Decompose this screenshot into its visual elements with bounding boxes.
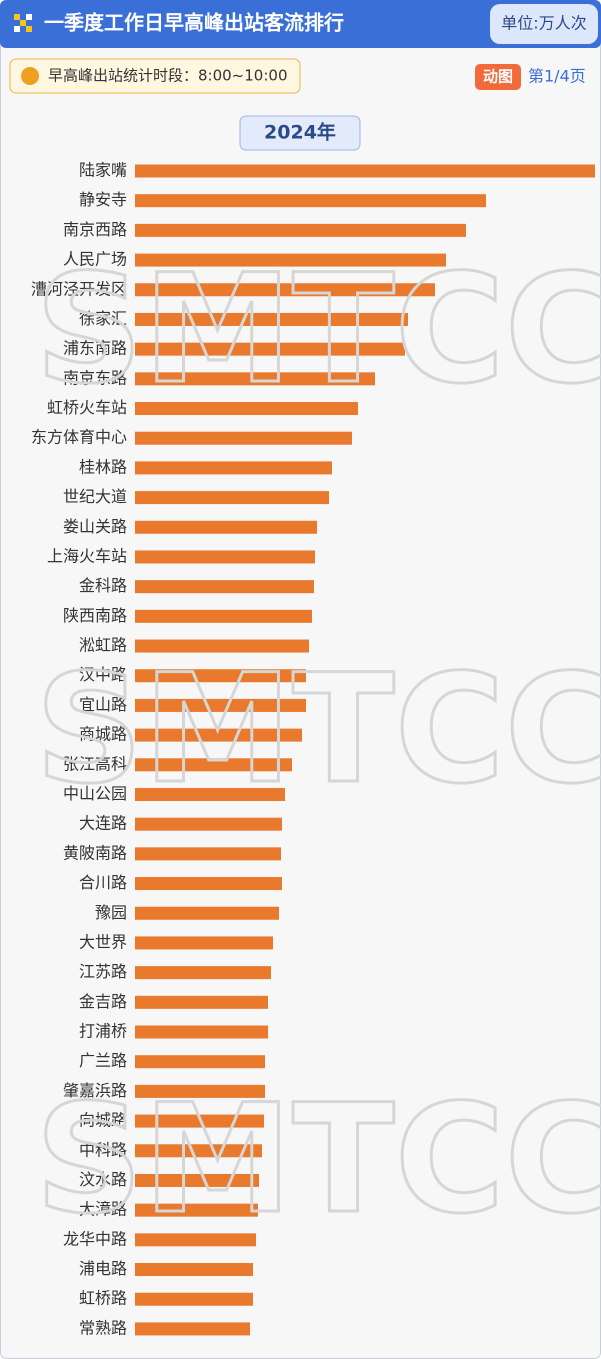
- category-label: 广兰路: [79, 1051, 127, 1070]
- category-label: 肇嘉浜路: [63, 1081, 127, 1100]
- bar: [135, 847, 281, 861]
- watermark: SMTCC: [35, 643, 601, 817]
- bar: [135, 936, 273, 950]
- category-label: 上海火车站: [47, 546, 127, 565]
- bar: [135, 1203, 258, 1217]
- category-label: 东方体育中心: [31, 428, 127, 447]
- subtitle-box: [9, 58, 301, 94]
- bar: [135, 1173, 259, 1187]
- bar: [135, 312, 408, 326]
- category-label: 娄山关路: [63, 517, 127, 536]
- category-label: 陆家嘴: [79, 161, 127, 180]
- bar: [135, 1322, 250, 1336]
- category-label: 虹桥火车站: [47, 398, 127, 417]
- link-icon: [21, 67, 39, 85]
- category-label: 人民广场: [63, 250, 127, 269]
- category-label: 南京西路: [63, 220, 127, 239]
- category-label: 大世界: [79, 932, 127, 951]
- bar: [135, 580, 314, 594]
- bar: [135, 1114, 264, 1128]
- bar: [135, 1233, 256, 1247]
- bar: [135, 431, 352, 445]
- bar: [135, 253, 446, 267]
- badge-box: [475, 64, 521, 90]
- category-label: 向城路: [79, 1111, 127, 1130]
- category-label: 打浦桥: [79, 1022, 127, 1041]
- year-label: 2024年: [264, 121, 336, 144]
- category-label: 黄陂南路: [63, 843, 127, 862]
- bar: [135, 758, 292, 772]
- bar: [135, 877, 282, 891]
- header: [0, 0, 601, 48]
- category-label: 金吉路: [79, 992, 127, 1011]
- year-box: [239, 115, 361, 151]
- bar: [135, 1025, 268, 1039]
- chart-title: 一季度工作日早高峰出站客流排行: [44, 11, 344, 35]
- category-label: 世纪大道: [63, 487, 127, 506]
- bar: [135, 1084, 265, 1098]
- bar: [135, 639, 309, 653]
- category-label: 大连路: [79, 814, 127, 833]
- bar: [135, 491, 329, 505]
- category-label: 龙华中路: [63, 1229, 127, 1248]
- bar: [135, 164, 595, 178]
- logo-icon: [14, 14, 32, 32]
- category-label: 常熟路: [79, 1318, 127, 1337]
- category-label: 淞虹路: [79, 636, 127, 655]
- badge: 动图: [483, 68, 513, 86]
- bar: [135, 787, 285, 801]
- bar: [135, 609, 312, 623]
- category-label: 金科路: [79, 576, 127, 595]
- watermark: SMTCC: [35, 243, 601, 417]
- category-label: 汶水路: [79, 1170, 127, 1189]
- bar: [135, 283, 435, 297]
- bar: [135, 906, 279, 920]
- bar: [135, 728, 302, 742]
- category-label: 商城路: [79, 725, 127, 744]
- category-label: 虹桥路: [79, 1289, 127, 1308]
- category-label: 宜山路: [79, 695, 127, 714]
- bar: [135, 669, 306, 683]
- subtitle: 早高峰出站统计时段：8:00~10:00: [48, 67, 287, 85]
- bar: [135, 550, 315, 564]
- category-label: 徐家汇: [79, 309, 127, 328]
- category-label: 南京东路: [63, 368, 127, 387]
- category-label: 浦东南路: [63, 339, 127, 358]
- category-label: 陕西南路: [63, 606, 127, 625]
- bar: [135, 1263, 253, 1277]
- category-label: 浦电路: [79, 1259, 127, 1278]
- bar: [135, 995, 268, 1009]
- bar: [135, 194, 486, 208]
- bar: [135, 223, 466, 237]
- category-label: 静安寺: [79, 190, 127, 209]
- category-label: 豫园: [95, 903, 127, 922]
- bar: [135, 1055, 265, 1069]
- watermark: SMTCC: [35, 1073, 601, 1247]
- bar: [135, 1144, 262, 1158]
- unit-box: [490, 4, 598, 44]
- category-label: 合川路: [79, 873, 127, 892]
- category-label: 张江高科: [63, 754, 127, 773]
- bar: [135, 372, 375, 386]
- page-label: 第1/4页: [528, 67, 586, 86]
- category-label: 汉中路: [79, 665, 127, 684]
- bar: [135, 520, 317, 534]
- category-label: 江苏路: [79, 962, 127, 981]
- bar: [135, 342, 405, 356]
- unit-label: 单位:万人次: [501, 14, 586, 33]
- bar: [135, 817, 282, 831]
- category-label: 漕河泾开发区: [31, 279, 127, 298]
- bar: [135, 461, 332, 475]
- bar: [135, 402, 358, 416]
- bar: [135, 698, 306, 712]
- category-label: 中山公园: [63, 784, 127, 803]
- bar: [135, 966, 271, 980]
- category-label: 中科路: [79, 1140, 127, 1159]
- category-label: 大漳路: [79, 1200, 127, 1219]
- bar: [135, 1292, 253, 1306]
- category-label: 桂林路: [79, 457, 127, 476]
